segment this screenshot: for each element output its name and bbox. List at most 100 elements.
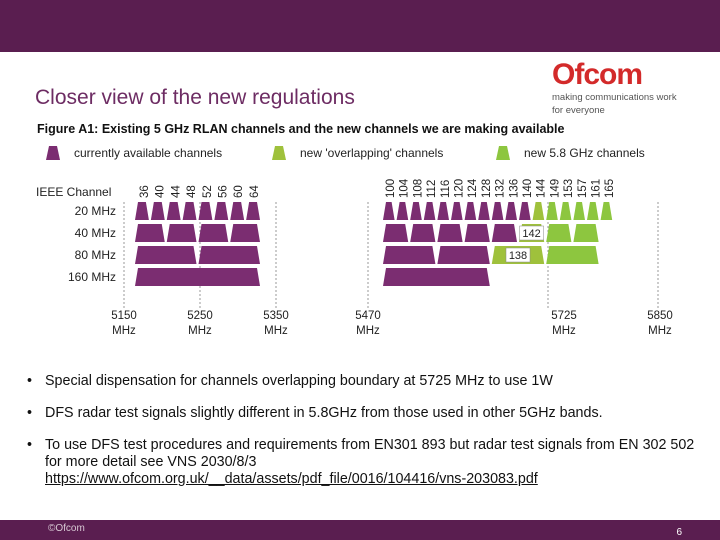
channel-block-existing [491, 224, 517, 242]
channel-tag-box [519, 225, 544, 241]
channel-block-existing [135, 202, 149, 220]
channel-block-new [546, 224, 572, 242]
freq-tick-value: 5470 [355, 310, 381, 322]
channel-block-existing [150, 202, 165, 220]
channel-block-existing [437, 224, 463, 242]
legend-label: new 5.8 GHz channels [524, 146, 645, 160]
channel-block-existing [182, 202, 197, 220]
channel-block-existing [135, 246, 197, 264]
bullet-item: • To use DFS test procedures and requirem… [27, 437, 695, 487]
channel-number: 153 [563, 179, 575, 198]
channel-block-existing [396, 202, 409, 220]
freq-tick-unit: MHz [188, 325, 212, 337]
channel-number: 64 [249, 185, 261, 198]
channel-number: 100 [385, 179, 397, 198]
channel-number: 116 [440, 180, 452, 198]
freq-tick-value: 5350 [263, 310, 289, 322]
channel-tag-label: 138 [509, 250, 527, 262]
channel-block-existing [230, 202, 245, 220]
channel-block-existing [230, 224, 260, 242]
channel-tag-label: 142 [522, 228, 540, 240]
channel-number: 108 [412, 179, 424, 198]
row-label: 80 MHz [75, 248, 116, 262]
channel-block-existing [410, 202, 422, 220]
ofcom-logo: Ofcom making communications work for eve… [552, 58, 692, 117]
channel-number: 161 [591, 179, 603, 198]
channel-block-new [546, 246, 599, 264]
logo-wordmark: Ofcom [552, 58, 643, 91]
channel-block-existing [383, 246, 436, 264]
bullet-item: • Special dispensation for channels overl… [27, 373, 553, 389]
channel-number: 136 [508, 179, 520, 198]
channel-tag-box [505, 247, 531, 263]
channel-number: 48 [186, 185, 198, 198]
bullet-text: To use DFS test procedures and requireme… [45, 437, 695, 470]
channel-block-existing [246, 202, 260, 220]
channel-block-existing [166, 202, 181, 220]
channel-number: 165 [604, 179, 616, 198]
channel-number: 36 [139, 185, 151, 198]
channel-block-existing [478, 202, 490, 220]
channel-number: 52 [202, 185, 214, 198]
channel-block-existing [437, 202, 449, 220]
channel-header-label: IEEE Channel [36, 185, 111, 199]
channel-block-new [600, 202, 613, 220]
channel-number: 157 [577, 179, 589, 198]
channel-number: 149 [549, 179, 561, 198]
channel-block-existing [198, 246, 260, 264]
freq-tick-value: 5250 [187, 310, 213, 322]
bullet-list: • Special dispensation for channels overl… [27, 373, 697, 503]
channel-block-existing [166, 224, 197, 242]
bullet-item: • DFS radar test signals slightly differe… [27, 405, 603, 421]
channel-block-new [573, 224, 599, 242]
channel-number: 128 [481, 179, 493, 198]
freq-tick-unit: MHz [356, 325, 380, 337]
channel-number: 140 [522, 179, 534, 198]
channel-number: 44 [170, 185, 182, 198]
channel-block-existing [464, 224, 490, 242]
channel-block-existing [383, 202, 395, 220]
legend-label: currently available channels [74, 146, 222, 160]
channel-block-existing [491, 202, 504, 220]
channel-block-existing [214, 202, 229, 220]
freq-tick-unit: MHz [648, 325, 672, 337]
channel-block-existing [451, 202, 463, 220]
freq-tick-unit: MHz [552, 325, 576, 337]
channel-number: 104 [399, 178, 411, 198]
channel-number: 144 [536, 178, 548, 198]
channel-block-new [573, 202, 585, 220]
freq-tick-value: 5850 [647, 310, 673, 322]
header-band [0, 0, 720, 52]
row-label: 20 MHz [75, 204, 116, 218]
channel-block-existing [135, 268, 260, 286]
legend-label: new 'overlapping' channels [300, 146, 443, 160]
channel-block-existing [437, 246, 490, 264]
row-label: 40 MHz [75, 226, 116, 240]
channel-block-existing [423, 202, 436, 220]
channel-block-overlap [532, 202, 545, 220]
legend-swatch [496, 146, 510, 160]
logo-tagline-2: for everyone [552, 105, 605, 116]
slide-title: Closer view of the new regulations [35, 86, 355, 109]
channel-block-new [546, 202, 558, 220]
channel-block-existing [464, 202, 477, 220]
freq-tick-unit: MHz [264, 325, 288, 337]
channel-number: 120 [454, 179, 466, 198]
freq-tick-value: 5150 [111, 310, 137, 322]
logo-tagline-1: making communications work [552, 92, 677, 103]
vns-link[interactable]: https://www.ofcom.org.uk/__data/assets/p… [45, 471, 538, 487]
freq-tick-unit: MHz [112, 325, 136, 337]
channel-block-existing [383, 268, 490, 286]
channel-block-existing [505, 202, 517, 220]
footer-copyright: ©Ofcom [48, 523, 85, 534]
channel-block-new [559, 202, 572, 220]
channel-number: 112 [426, 180, 438, 198]
channel-block-existing [135, 224, 165, 242]
channel-block-existing [519, 202, 531, 220]
channel-number: 124 [467, 178, 479, 198]
legend-swatch [46, 146, 60, 160]
channel-block-new [587, 202, 599, 220]
freq-tick-value: 5725 [551, 310, 577, 322]
row-label: 160 MHz [68, 270, 116, 284]
legend-swatch [272, 146, 286, 160]
